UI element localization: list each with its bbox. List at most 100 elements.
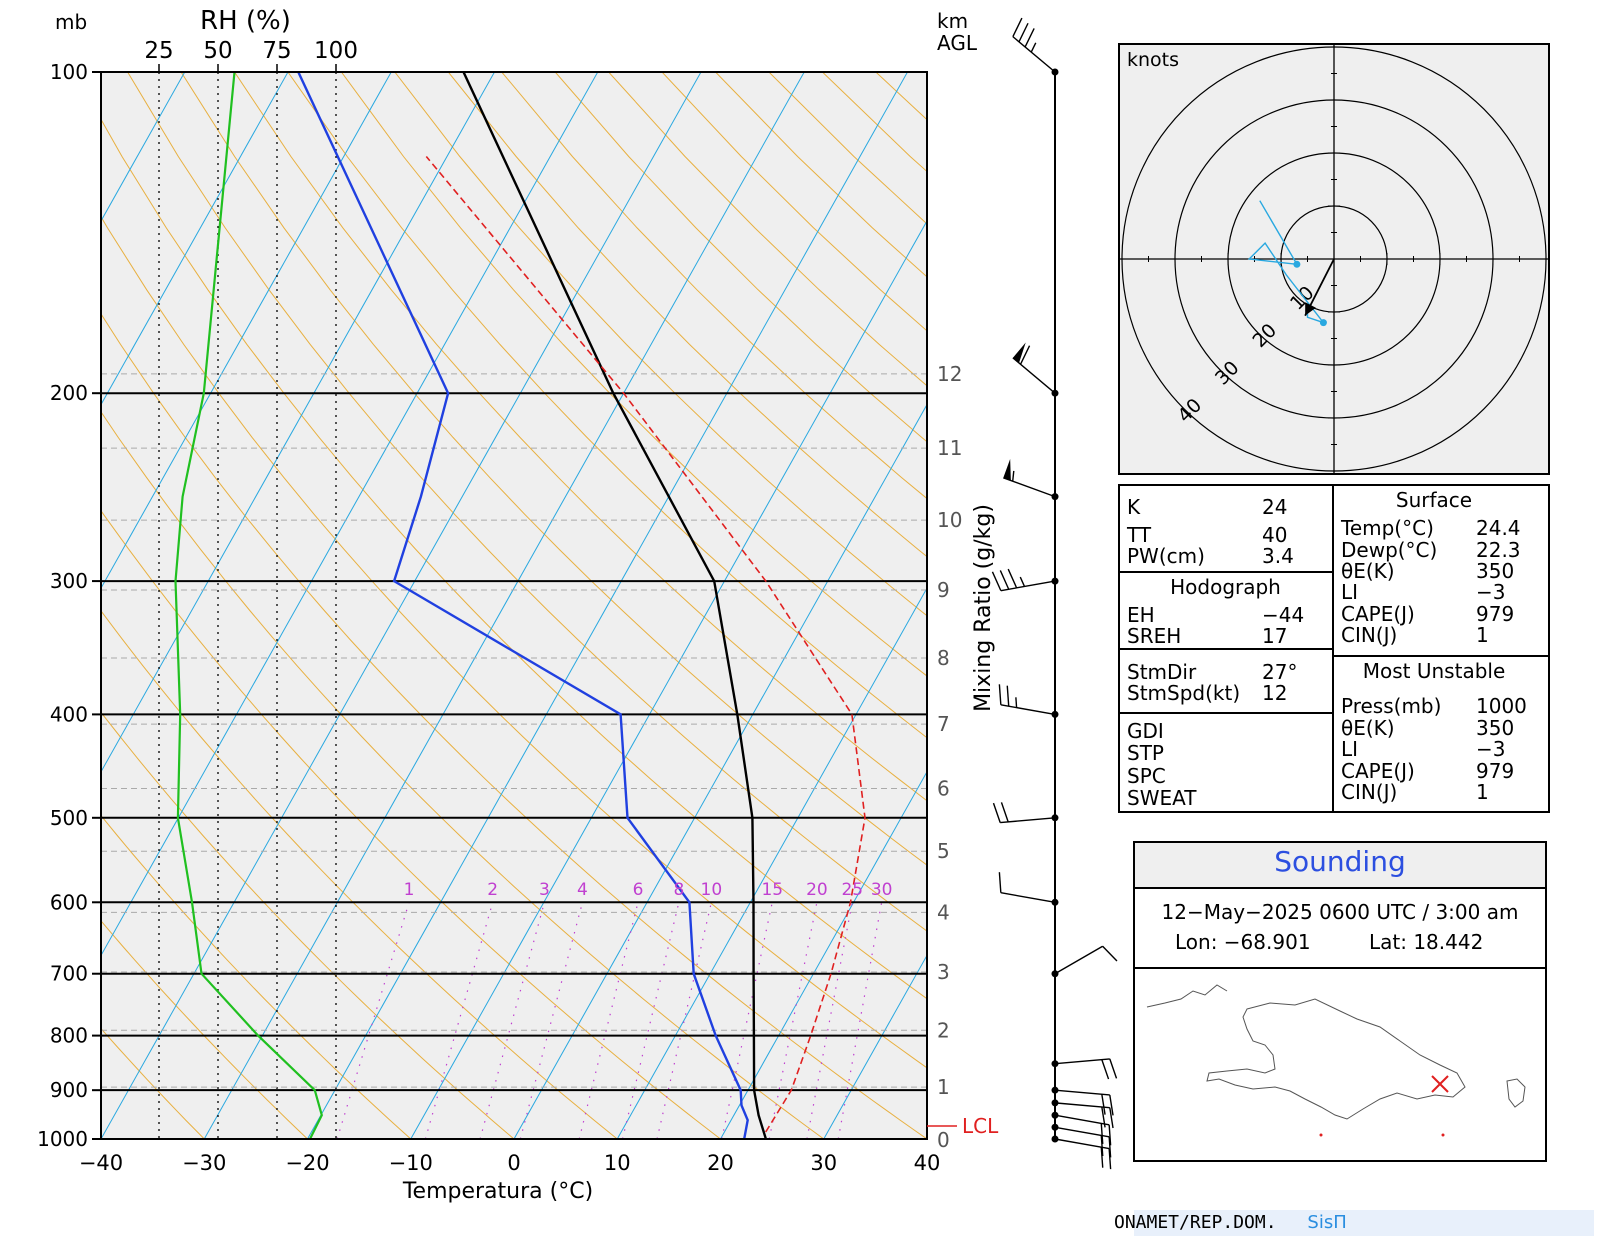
surface-dewp-label: Dewp(°C) [1341,538,1438,562]
pressure-tick-label: 600 [50,890,88,914]
dry-adiabat-line [234,72,927,802]
wind-barb [1051,1123,1112,1158]
wind-barb-staff [1054,1089,1110,1096]
height-tick-label: 2 [937,1018,950,1042]
wind-barb-full [1101,1059,1110,1080]
temperature-tick-label: −30 [182,1151,226,1175]
mixing-ratio-tick-label: 10 [701,880,723,900]
indices-divider-2 [1118,648,1333,650]
height-tick-label: 11 [937,436,962,460]
wind-barb-full [999,570,1010,590]
wind-barb-staff [1000,817,1056,824]
footer-org: ONAMET/REP.DOM. [1114,1212,1277,1233]
wind-barb-full [1101,1094,1106,1115]
wind-barb [992,802,1059,824]
dry-adiabat-line [101,118,927,1000]
wind-barb-flag [1003,458,1011,481]
height-tick-label: 10 [937,508,962,532]
wind-barb [998,872,1059,906]
isotherm-line [307,72,908,1139]
mixing-ratio-tick-label: 2 [487,880,498,900]
temperature-tick-label: 20 [707,1151,734,1175]
mu-cin-label: CIN(J) [1341,780,1398,804]
wind-barb-full [1024,28,1035,48]
mixing-ratio-axis-label: Mixing Ratio (g/kg) [971,504,996,712]
mu-cape-value: 979 [1476,759,1515,783]
sounding-lon: Lon: −68.901 [1175,930,1311,954]
dry-adiabat-line [101,711,515,1139]
pressure-tick-label: 700 [50,962,88,986]
station-location-marker [1431,1075,1449,1093]
rh-tick-label: 75 [262,38,291,64]
dry-adiabat-line [101,814,412,1139]
dry-adiabat-line [101,215,927,1069]
dry-adiabat-line [101,1027,205,1139]
height-tick-label: 3 [937,960,950,984]
map-coastline-puerto-rico [1506,1078,1526,1108]
temperature-profile [462,72,768,1139]
wind-barb-flag [1012,342,1026,363]
mixing-ratio-tick-label: 4 [577,880,588,900]
mu-cin-value: 1 [1476,780,1489,804]
indices-divider-3 [1118,712,1333,714]
wind-barb-staff [1000,580,1056,592]
height-tick-label: 6 [937,777,950,801]
wind-barb-full [1100,1123,1104,1145]
temperature-tick-label: 40 [914,1151,941,1175]
temperature-tick-label: −20 [285,1151,329,1175]
indices-divider-1 [1118,571,1333,573]
info-divider [1135,967,1545,969]
index-spc-label: SPC [1127,764,1166,788]
wind-barb-staff [1054,1138,1110,1150]
wind-barb-half [1015,697,1018,708]
wind-barb [1051,1086,1114,1116]
sounding-lat: Lat: 18.442 [1369,930,1484,954]
mixing-ratio-line [424,902,494,1139]
surface-li-label: LI [1341,580,1359,604]
dry-adiabat-line [101,920,308,1139]
pressure-tick-label: 400 [50,702,88,726]
sounding-title: Sounding [1274,845,1406,878]
surface-cape-value: 979 [1476,602,1515,626]
wind-barb-staff [1000,704,1056,716]
surface-cin-label: CIN(J) [1341,623,1398,647]
dry-adiabat-line [101,410,825,1139]
hodograph-section-title: Hodograph [1170,575,1281,599]
index-stp-label: STP [1127,741,1164,765]
dry-adiabat-line [287,72,927,739]
index-gdi-label: GDI [1127,719,1164,743]
indices-divider-4 [1332,655,1550,657]
mu-press-label: Press(mb) [1341,694,1442,718]
sounding-title-band [1135,843,1545,889]
height-tick-label: 1 [937,1075,950,1099]
hodograph-knots-label: knots [1127,49,1179,71]
wind-barb-staff [1054,1058,1110,1065]
height-tick-label: 5 [937,839,950,863]
wind-barb-staff [1054,1102,1110,1109]
hodograph-point [1319,319,1327,327]
map-coastline-hispaniola [1206,998,1466,1120]
wind-barb-full [998,872,1002,893]
footer-brand: SisΠ [1307,1212,1347,1233]
wind-barb-full [1100,1147,1104,1168]
surface-thetae-label: θE(K) [1341,559,1395,583]
index-stmspd-label: StmSpd(kt) [1127,681,1241,705]
storm-motion-arrowhead [1305,302,1316,316]
wind-barb-full [1012,17,1023,37]
rh-tick-label: 100 [314,38,358,64]
temperature-tick-label: 0 [507,1151,520,1175]
mixing-ratio-line [837,902,883,1139]
mixing-ratio-tick-label: 6 [633,880,644,900]
wind-barb-full [991,571,1002,591]
mu-press-value: 1000 [1476,694,1527,718]
isotherm-line [101,72,495,773]
map-coastline-cuba [1146,984,1228,1008]
height-tick-label: 7 [937,712,950,736]
wind-barb-full [1108,1124,1112,1146]
wind-barb [1003,458,1059,501]
dry-adiabat-line [340,72,927,677]
indices-divider-vertical [1332,484,1334,813]
isotherm-line [101,72,392,590]
index-pw-value: 3.4 [1262,544,1294,568]
